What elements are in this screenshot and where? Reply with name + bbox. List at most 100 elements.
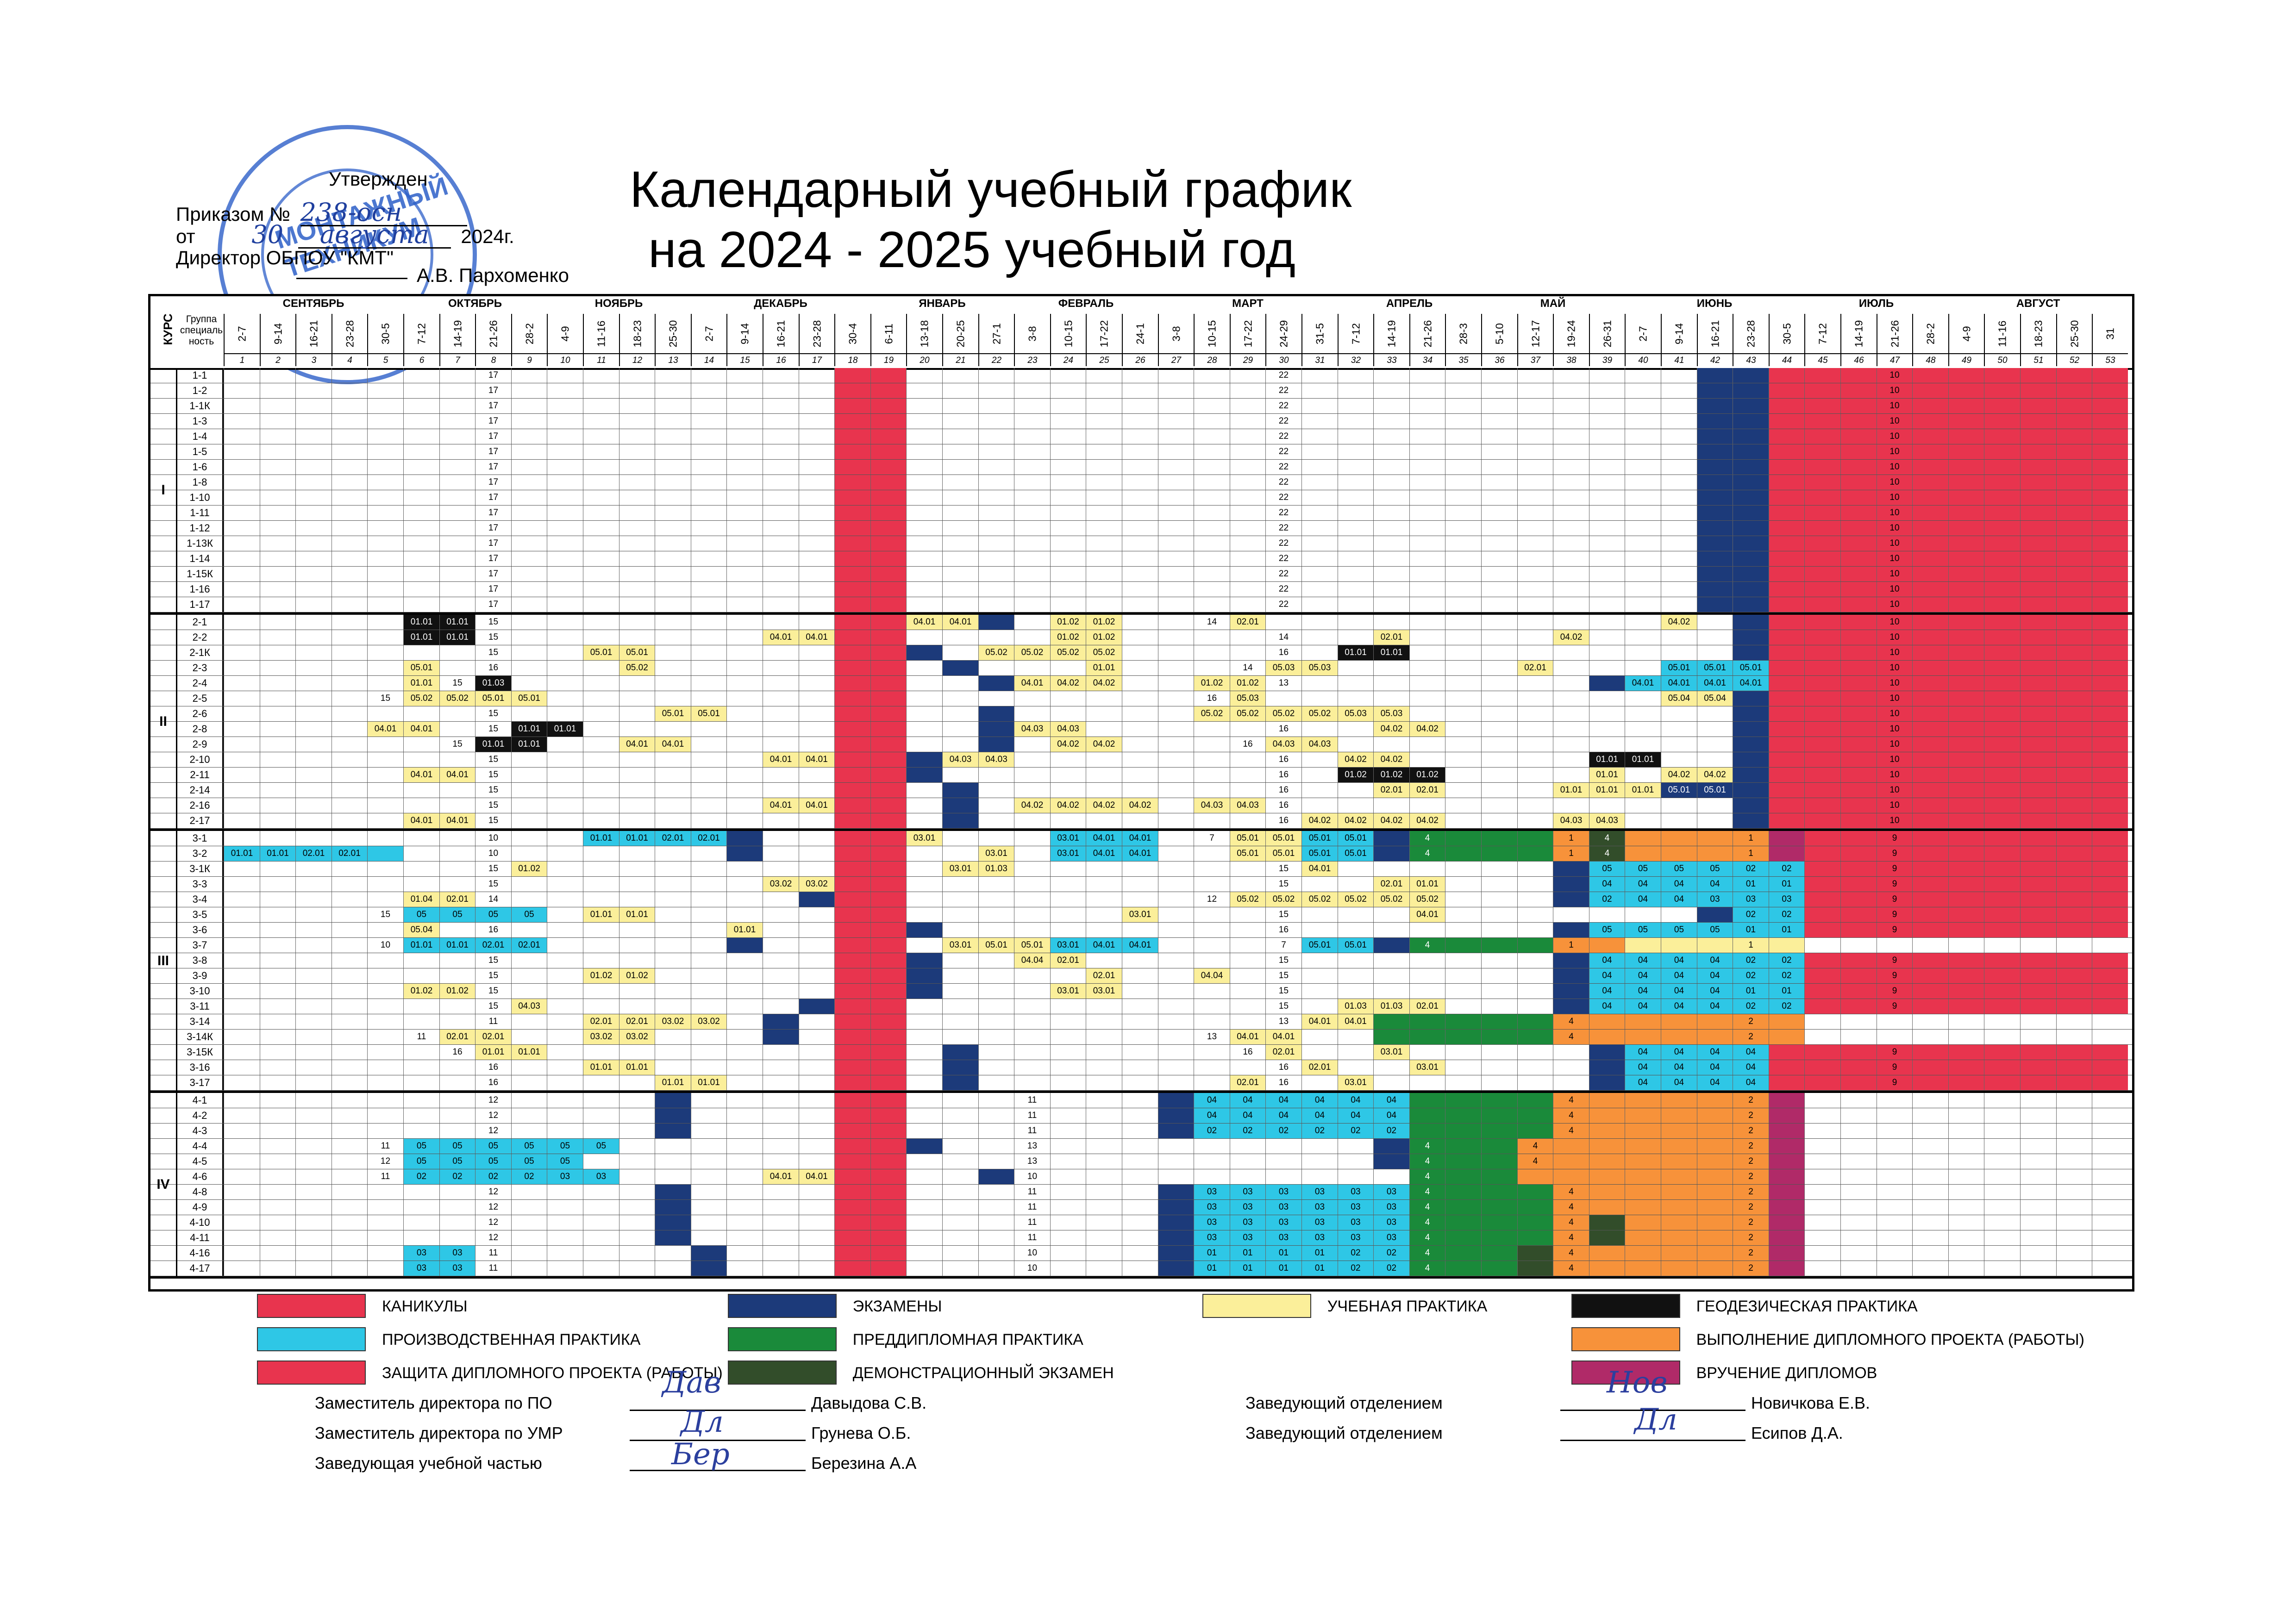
schedule-cell [2056,783,2092,798]
schedule-cell [1733,722,1769,737]
schedule-cell [1804,798,1840,813]
schedule-cell [763,1139,799,1154]
group-cell: 1-12 [177,521,224,536]
schedule-cell [763,768,799,782]
schedule-cell [224,831,260,846]
legend: КАНИКУЛЫ ЭКЗАМЕНЫ УЧЕБНАЯ ПРАКТИКА ГЕОДЕЗИЧ… [257,1294,2084,1400]
schedule-cell [1158,923,1194,937]
schedule-cell [619,892,655,907]
schedule-cell [942,1139,978,1154]
schedule-cell [1050,1230,1086,1245]
schedule-cell [1445,907,1481,922]
schedule-cell [1912,1246,1948,1261]
schedule-cell [1517,984,1553,999]
schedule-cell [1338,953,1373,968]
schedule-cell: 03 [1194,1185,1230,1199]
schedule-cell: 01.02 [1086,615,1122,630]
schedule-cell [1948,645,1984,660]
schedule-cell: 02.01 [475,1030,511,1044]
schedule-cell [1158,706,1194,721]
schedule-cell [2020,706,2056,721]
schedule-cell [1409,737,1445,752]
schedule-cell: 03 [1230,1200,1265,1215]
schedule-cell [403,1060,439,1075]
schedule-cell [1122,737,1158,752]
schedule-cell [1373,831,1409,846]
schedule-cell [224,1230,260,1245]
schedule-cell [1014,1045,1050,1060]
schedule-cell [655,645,691,660]
schedule-cell: 16 [475,1060,511,1075]
schedule-cell [1445,1139,1481,1154]
week-label: 21-26 [1889,320,1901,347]
schedule-cell: 10 [1877,813,1912,828]
schedule-cell [1912,783,1948,798]
schedule-cell [1877,1014,1912,1029]
schedule-cell [1122,490,1158,505]
schedule-cell [1733,383,1769,398]
schedule-cell [1589,1185,1625,1199]
schedule-cell: 16 [1265,798,1301,813]
schedule-cell: 11 [475,1014,511,1029]
schedule-cell [1804,999,1840,1014]
schedule-cell [1733,737,1769,752]
schedule-cell [1840,752,1877,767]
schedule-cell [619,630,655,645]
group-cell: 3-2 [177,846,224,861]
schedule-cell [1697,521,1733,536]
schedule-cell: 10 [1877,597,1912,612]
schedule-cell [367,1215,403,1230]
schedule-cell: 02 [1769,999,1804,1014]
schedule-cell [978,1154,1014,1169]
schedule-cell [799,399,834,413]
schedule-cell [691,846,726,861]
schedule-cell [1122,414,1158,429]
schedule-cell: 04 [1265,1093,1301,1108]
schedule-cell: 10 [1877,752,1912,767]
schedule-cell [1769,475,1804,490]
schedule-cell: 15 [475,722,511,737]
schedule-cell [1194,999,1230,1014]
schedule-cell: 9 [1877,953,1912,968]
schedule-cell: 04 [1194,1093,1230,1108]
schedule-cell: 4 [1409,1230,1445,1245]
schedule-cell [224,691,260,706]
schedule-cell [583,490,619,505]
schedule-cell [1948,798,1984,813]
schedule-cell: 15 [475,999,511,1014]
week-header: 25-30 [655,314,691,353]
schedule-cell [403,798,439,813]
schedule-cell [1338,968,1373,983]
schedule-cell [439,1075,475,1090]
schedule-cell [1373,567,1409,581]
schedule-cell: 16 [1265,645,1301,660]
schedule-cell [1984,722,2020,737]
schedule-cell [1769,1169,1804,1184]
schedule-cell [2092,475,2128,490]
schedule-cell [1553,383,1589,398]
schedule-cell [942,536,978,551]
group-cell: 2-14 [177,783,224,798]
schedule-cell [1589,676,1625,691]
schedule-cell [1589,368,1625,383]
schedule-cell [1086,551,1122,566]
schedule-cell [799,536,834,551]
schedule-cell [942,691,978,706]
week-header: 17-22 [1230,314,1265,353]
schedule-cell [1625,429,1661,444]
schedule-cell [1086,1045,1122,1060]
table-row: 2-14 15 16 02.01 02.01 01.01 01.01 01.01 05.01 05… [150,783,2132,798]
group-cell: 1-16 [177,582,224,597]
schedule-cell [2020,615,2056,630]
schedule-cell [2092,923,2128,937]
schedule-cell [655,1261,691,1276]
schedule-cell [511,567,547,581]
schedule-cell [978,536,1014,551]
table-row: 3-2 01.01 01.01 02.01 02.01 10 03.01 03.01 04.01… [150,846,2132,861]
schedule-cell [1589,1215,1625,1230]
schedule-cell [1050,768,1086,782]
schedule-cell: 05.02 [1014,645,1050,660]
schedule-cell: 01.03 [1338,999,1373,1014]
schedule-cell [1984,984,2020,999]
schedule-cell [511,752,547,767]
